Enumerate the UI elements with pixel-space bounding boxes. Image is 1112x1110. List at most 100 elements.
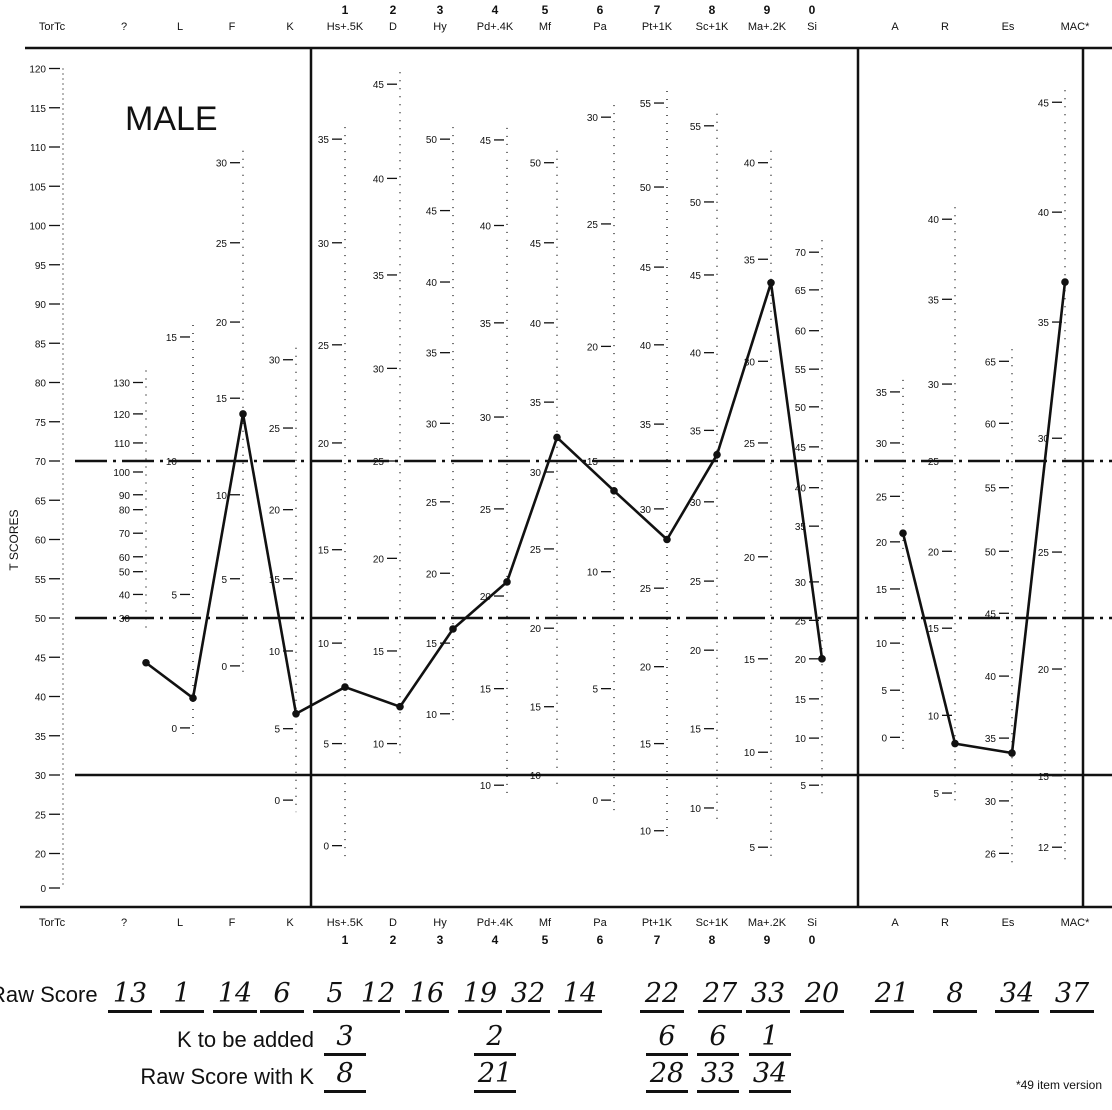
scale-tick-label: 10: [318, 639, 330, 650]
scale-tick-label: 30: [318, 239, 330, 250]
t-axis-tick-label: 55: [35, 575, 47, 586]
footer-label-scale: Hs+.5K: [327, 917, 364, 929]
footer-label-scale: Sc+1K: [696, 917, 729, 929]
scale-tick-label: 60: [795, 327, 807, 338]
scale-tick-label: 30: [876, 439, 888, 450]
scale-tick-label: 35: [373, 271, 385, 282]
t-axis-tick-label: 45: [35, 653, 47, 664]
t-axis-tick-label: 110: [30, 143, 46, 154]
scale-tick-label: 35: [690, 426, 702, 437]
profile-line-segment: [452, 580, 508, 630]
profile-line-segment: [665, 454, 719, 541]
scale-tick-label: 50: [795, 403, 807, 414]
t-axis-tick-label: 50: [35, 614, 47, 625]
profile-line-segment: [344, 685, 401, 708]
raw-score-entry: 32: [506, 980, 550, 1013]
header-scale-number: 8: [709, 3, 716, 17]
raw-score-entry: 5: [313, 980, 357, 1013]
scale-tick-label: 10: [744, 748, 756, 759]
profile-line-segment: [613, 489, 668, 541]
header-label-scale: D: [389, 21, 397, 33]
scale-tick-label: 0: [171, 724, 177, 735]
scale-tick-label: 60: [119, 553, 131, 564]
footer-scale-number: 4: [492, 933, 499, 947]
scale-tick-label: 40: [690, 349, 702, 360]
header-label-scale: Pd+.4K: [477, 21, 514, 33]
scale-tick-label: 40: [640, 341, 652, 352]
footer-scale-number: 1: [342, 933, 349, 947]
scale-tick-label: 20: [640, 663, 652, 674]
scale-tick-label: 35: [928, 295, 940, 306]
footer-label-scale: ?: [121, 917, 127, 929]
profile-point: [396, 702, 404, 711]
header-label-scale: Es: [1002, 21, 1015, 33]
profile-line-segment: [901, 532, 957, 744]
header-label-scale: Pa: [593, 21, 607, 33]
scale-tick-label: 15: [744, 655, 756, 666]
raw-with-k-entry: 33: [697, 1060, 739, 1093]
scale-tick-label: 5: [749, 843, 755, 854]
scale-tick-label: 15: [690, 725, 702, 736]
raw-with-k-entry: 28: [646, 1060, 688, 1093]
scale-tick-label: 30: [928, 380, 940, 391]
header-label-scale: ?: [121, 21, 127, 33]
scale-tick-label: 40: [928, 215, 940, 226]
raw-score-entry: 8: [933, 980, 977, 1013]
scale-tick-label: 5: [323, 740, 329, 751]
t-axis-tick-label: 70: [35, 457, 47, 468]
profile-point: [239, 410, 247, 418]
scale-tick-label: 40: [480, 222, 492, 233]
t-axis-tick-label: 40: [35, 693, 47, 704]
header-label-scale: A: [891, 21, 899, 33]
raw-score-entry: 27: [698, 980, 742, 1013]
t-axis-tick-label: 65: [35, 496, 47, 507]
raw-score-entry: 37: [1050, 980, 1094, 1013]
scale-tick-label: 100: [113, 468, 130, 479]
raw-score-label: Raw Score: [0, 982, 98, 1007]
scale-tick-label: 55: [690, 122, 702, 133]
raw-score-entry: 21: [870, 980, 914, 1013]
scale-tick-label: 35: [480, 319, 492, 330]
t-axis-tick-label: 25: [35, 810, 47, 821]
t-axis-tick-label: 60: [35, 536, 47, 547]
k-added-label: K to be added: [176, 1027, 314, 1052]
scale-tick-label: 45: [530, 239, 542, 250]
footer-label-scale: Hy: [433, 917, 447, 929]
scale-tick-label: 5: [592, 685, 598, 696]
header-label-scale: L: [177, 21, 183, 33]
profile-line-segment: [505, 437, 559, 583]
scale-tick-label: 30: [373, 364, 385, 375]
footnote: *49 item version: [1015, 1078, 1102, 1092]
raw-score-entry: 22: [640, 980, 684, 1013]
y-axis-label: T SCORES: [7, 509, 21, 570]
scale-tick-label: 30: [640, 505, 652, 516]
t-axis-tick-label: 95: [35, 261, 47, 272]
k-added-entry: 6: [697, 1023, 739, 1056]
scale-tick-label: 20: [373, 554, 385, 565]
scale-tick-label: 30: [269, 356, 281, 367]
t-axis-tick-label: 0: [40, 884, 46, 895]
raw-score-entry: 34: [995, 980, 1039, 1013]
scale-tick-label: 35: [426, 349, 438, 360]
header-label-scale: Hs+.5K: [327, 21, 364, 33]
footer-label-scale: Pa: [593, 917, 607, 929]
scale-tick-label: 50: [119, 568, 131, 579]
footer-label-scale: MAC*: [1061, 917, 1090, 929]
scale-tick-label: 30: [119, 614, 131, 625]
scale-tick-label: 15: [426, 639, 438, 650]
raw-with-k-entry: 34: [749, 1060, 791, 1093]
scale-tick-label: 45: [426, 207, 438, 218]
scale-tick-label: 10: [373, 740, 385, 751]
t-axis-tick-label: 35: [35, 732, 47, 743]
footer-label-scale: K: [286, 917, 294, 929]
scale-tick-label: 50: [640, 183, 652, 194]
scale-tick-label: 50: [985, 547, 997, 558]
scale-tick-label: 5: [171, 590, 177, 601]
scale-tick-label: 40: [530, 319, 542, 330]
scale-tick-label: 45: [480, 136, 492, 147]
scale-tick-label: 40: [373, 174, 385, 185]
gender-title: MALE: [125, 100, 218, 138]
scale-tick-label: 10: [876, 639, 888, 650]
footer-scale-number: 2: [390, 933, 397, 947]
profile-point: [818, 655, 826, 663]
